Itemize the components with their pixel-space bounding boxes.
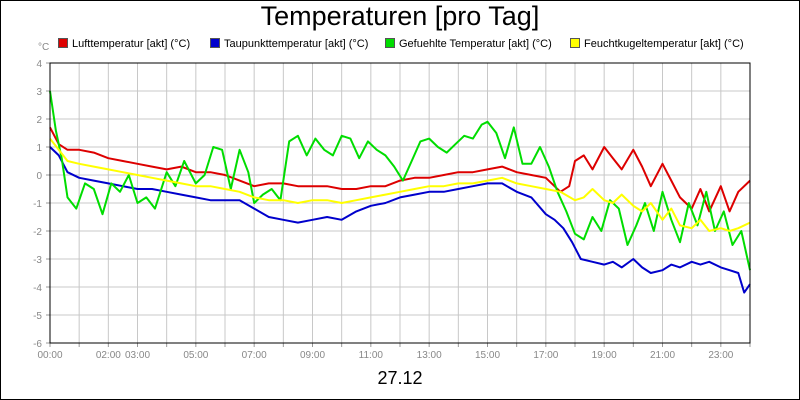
legend-swatch <box>570 38 580 48</box>
chart-title: Temperaturen [pro Tag] <box>260 1 540 31</box>
y-tick-label: 4 <box>36 59 42 70</box>
x-tick-label: 17:00 <box>533 350 558 361</box>
legend-item-taupunkttemperatur: Taupunkttemperatur [akt] (°C) <box>210 38 368 50</box>
x-tick-label: 00:00 <box>37 350 62 361</box>
y-tick-label: -4 <box>33 283 42 294</box>
x-tick-label: 07:00 <box>242 350 267 361</box>
legend-item-lufttemperatur: Lufttemperatur [akt] (°C) <box>58 38 190 50</box>
legend-item-gefuehlte-temperatur: Gefuehlte Temperatur [akt] (°C) <box>385 38 552 50</box>
legend-label: Taupunkttemperatur [akt] (°C) <box>224 38 369 50</box>
series-line-1 <box>49 146 751 294</box>
x-tick-label: 09:00 <box>300 350 325 361</box>
legend-swatch <box>210 38 220 48</box>
x-tick-label: 05:00 <box>183 350 208 361</box>
date-label: 27.12 <box>377 368 423 388</box>
x-tick-label: 03:00 <box>125 350 150 361</box>
plot-border <box>49 62 751 344</box>
y-tick-label: 0 <box>36 171 42 182</box>
legend-label: Gefuehlte Temperatur [akt] (°C) <box>399 38 552 50</box>
series-line-2 <box>49 90 751 271</box>
x-tick-label: 21:00 <box>650 350 675 361</box>
y-tick-label: 1 <box>36 143 42 154</box>
legend-label: Feuchtkugeltemperatur [akt] (°C) <box>584 38 744 50</box>
y-tick-label: 2 <box>36 115 42 126</box>
x-tick-label: 23:00 <box>708 350 733 361</box>
legend-label: Lufttemperatur [akt] (°C) <box>72 38 191 50</box>
x-tick-label: 13:00 <box>417 350 442 361</box>
legend-swatch <box>58 38 68 48</box>
legend-swatch <box>385 38 395 48</box>
y-tick-label: -5 <box>33 311 42 322</box>
y-tick-label: -6 <box>33 339 42 350</box>
x-tick-label: 11:00 <box>359 350 384 361</box>
x-tick-label: 19:00 <box>592 350 617 361</box>
y-tick-label: -1 <box>33 199 42 210</box>
y-tick-label: 3 <box>36 87 42 98</box>
y-tick-label: -3 <box>33 255 42 266</box>
x-tick-label: 02:00 <box>96 350 121 361</box>
series-line-0 <box>49 126 751 213</box>
x-tick-label: 15:00 <box>475 350 500 361</box>
legend-item-feuchtkugeltemperatur: Feuchtkugeltemperatur [akt] (°C) <box>570 38 744 50</box>
legend: Lufttemperatur [akt] (°C) Taupunkttemper… <box>0 38 800 52</box>
series-line-3 <box>49 137 751 232</box>
y-tick-label: -2 <box>33 227 42 238</box>
y-unit-label: °C <box>38 42 50 53</box>
